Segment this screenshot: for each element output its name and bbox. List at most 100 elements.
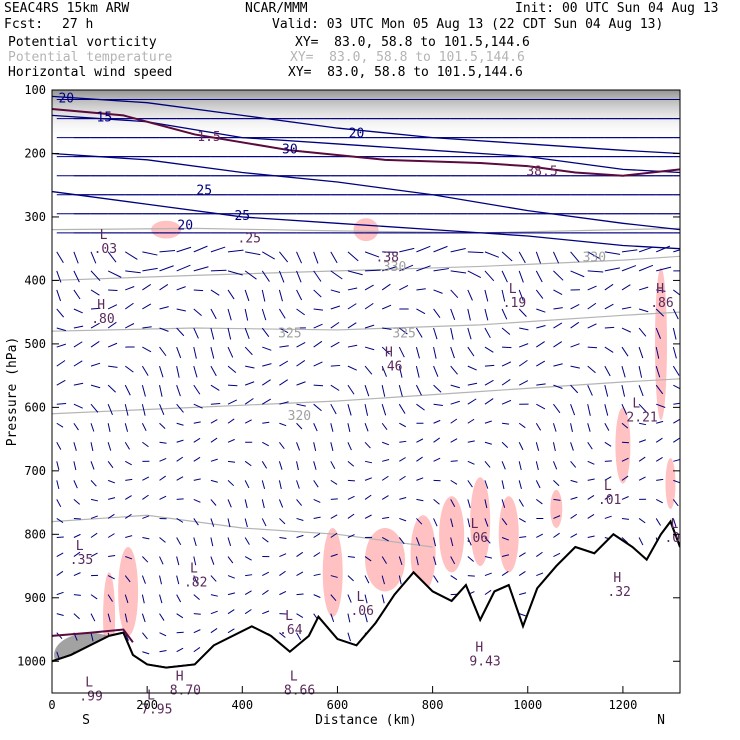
wind-vector-716 <box>278 461 283 470</box>
init-time: Init: 00 UTC Sun 04 Aug 13 <box>515 1 719 16</box>
wind-vector-589 <box>638 384 644 397</box>
wind-vector-304 <box>193 245 208 253</box>
wind-vector-374 <box>125 286 135 291</box>
wind-vector-1078 <box>142 651 150 655</box>
wind-vector-562 <box>176 384 181 397</box>
wind-vector-598 <box>159 404 165 416</box>
wind-vector-387 <box>347 287 358 291</box>
pv-shade-8 <box>498 496 519 573</box>
wind-vector-979 <box>347 594 352 603</box>
wind-vector-334 <box>73 270 80 283</box>
wind-vector-655 <box>502 422 510 425</box>
wind-vector-296 <box>56 251 64 263</box>
wind-vector-474 <box>570 321 580 329</box>
wind-vector-807 <box>570 496 578 500</box>
wind-vector-435 <box>536 308 546 313</box>
wind-vector-438 <box>587 302 597 310</box>
wind-vector-669 <box>107 442 112 451</box>
extremum-value-20: 7.95 <box>141 702 172 717</box>
wind-vector-366 <box>621 265 637 272</box>
wind-vector-756 <box>330 479 338 485</box>
wind-contour-3 <box>52 95 680 155</box>
wind-vector-722 <box>382 459 390 462</box>
wind-vector-641 <box>262 421 270 424</box>
wind-vector-668 <box>90 442 94 452</box>
wind-vector-571 <box>330 384 340 391</box>
wind-vector-830 <box>330 514 338 519</box>
wind-vector-774 <box>638 476 646 481</box>
wind-vector-889 <box>73 551 81 557</box>
wind-vector-747 <box>176 476 184 481</box>
wind-vector-788 <box>244 499 248 509</box>
wind-vector-663 <box>638 422 647 426</box>
wind-vector-847 <box>621 517 630 520</box>
wind-vector-472 <box>536 325 546 329</box>
wind-vector-941 <box>330 575 338 578</box>
wind-vector-1004 <box>141 613 146 623</box>
wind-vector-683 <box>347 442 352 451</box>
pv-label-0: 1.5 <box>197 130 220 145</box>
wind-vector-786 <box>210 499 217 506</box>
wind-vector-617 <box>484 398 494 405</box>
wind-vector-748 <box>193 478 201 481</box>
wind-vector-938 <box>279 570 286 576</box>
wind-vector-653 <box>467 418 475 424</box>
wind-vector-561 <box>159 385 163 397</box>
wind-vector-915 <box>518 552 526 557</box>
field-pv-name: Potential vorticity <box>8 35 157 50</box>
extremum-value-6: .46 <box>379 360 402 375</box>
wind-vector-299 <box>107 251 117 263</box>
wind-vector-980 <box>364 594 368 604</box>
wind-vector-645 <box>330 423 334 432</box>
wind-vector-740 <box>56 480 60 490</box>
extremum-type-3: .38 <box>376 250 399 265</box>
wind-vector-917 <box>553 552 561 557</box>
wind-vector-495 <box>296 342 306 348</box>
wind-vector-630 <box>73 422 79 431</box>
wind-vector-735 <box>604 460 612 462</box>
wind-vector-466 <box>433 327 438 340</box>
wind-vector-824 <box>227 518 231 528</box>
wind-vector-707 <box>125 460 132 466</box>
wind-vector-712 <box>210 458 218 462</box>
wind-vector-904 <box>330 553 338 558</box>
wind-vector-841 <box>518 518 526 523</box>
wind-vector-401 <box>587 285 597 291</box>
wind-vector-595 <box>107 404 113 416</box>
wind-vector-380 <box>227 289 235 300</box>
extremum-type-17: L <box>290 669 298 684</box>
wind-vector-346 <box>278 270 285 283</box>
wind-vector-949 <box>467 575 475 577</box>
wind-vector-407 <box>56 308 65 318</box>
wind-vector-439 <box>604 303 614 310</box>
wind-vector-839 <box>484 518 489 527</box>
wind-vector-402 <box>604 283 614 291</box>
wind-vector-901 <box>279 553 287 557</box>
wind-vector-658 <box>552 423 557 432</box>
org-name: NCAR/MMM <box>245 1 308 16</box>
wind-vector-516 <box>655 346 660 359</box>
extremum-value-4: .19 <box>503 296 526 311</box>
wind-vector-962 <box>56 591 64 596</box>
wind-vector-620 <box>536 403 546 410</box>
wind-vector-386 <box>330 289 341 293</box>
wind-vector-313 <box>347 251 359 262</box>
wind-vector-592 <box>56 402 67 405</box>
extremum-type-15: L <box>285 609 293 624</box>
wind-vector-981 <box>381 594 385 604</box>
wind-vector-833 <box>382 516 390 519</box>
wind-vector-506 <box>484 346 494 353</box>
wind-vector-520 <box>90 362 101 367</box>
wind-vector-585 <box>570 384 579 394</box>
wind-vector-445 <box>73 325 84 329</box>
wind-vector-528 <box>227 365 237 374</box>
wind-vector-593 <box>73 403 83 409</box>
extremum-value-19: .99 <box>79 690 102 705</box>
wind-vector-450 <box>159 327 169 332</box>
wind-vector-690 <box>467 440 475 443</box>
wind-vector-515 <box>638 346 644 359</box>
wind-vector-871 <box>398 537 405 545</box>
extremum-type-10: L <box>670 517 678 532</box>
wind-vector-682 <box>330 442 334 451</box>
wind-vector-804 <box>518 499 524 507</box>
